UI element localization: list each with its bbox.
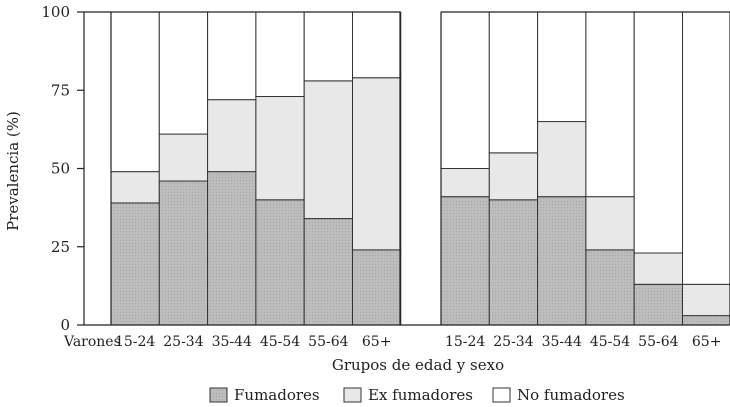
bar-segment-ex-fumadores	[682, 283, 730, 317]
bar-segment-fumadores	[633, 283, 684, 326]
bar-segment-fumadores	[440, 196, 490, 326]
bar-segment-no-fumadores	[352, 11, 402, 79]
bar-segment-fumadores	[158, 180, 209, 326]
bar-segment-no-fumadores	[585, 11, 635, 198]
x-tick-label: 55-64	[308, 334, 348, 350]
legend-swatch	[492, 387, 511, 403]
legend-label: Fumadores	[234, 386, 320, 404]
y-axis-label: Prevalencia (%)	[4, 111, 22, 231]
bar-segment-ex-fumadores	[158, 133, 209, 182]
bar-segment-fumadores	[207, 171, 257, 326]
x-tick-label: 25-34	[163, 334, 203, 350]
y-tick-label: 50	[51, 160, 70, 178]
bars	[110, 11, 730, 326]
bar-segment-fumadores	[488, 199, 539, 326]
legend-label: No fumadores	[517, 386, 625, 404]
bar-segment-fumadores	[682, 315, 730, 326]
y-tick-label: 100	[41, 3, 70, 21]
bar-segment-ex-fumadores	[255, 96, 305, 201]
legend-item-no-fumadores: No fumadores	[492, 386, 625, 404]
bar-segment-fumadores	[352, 249, 402, 326]
bar-segment-no-fumadores	[158, 11, 209, 135]
x-tick-label: 35-44	[542, 334, 582, 350]
x-tick-label: 15-24	[115, 334, 155, 350]
x-tick-label: 35-44	[212, 334, 252, 350]
group-label-varones: Varones	[63, 334, 121, 350]
bar-segment-ex-fumadores	[440, 168, 490, 198]
legend-swatch	[343, 387, 362, 403]
x-tick-label: 15-24	[445, 334, 485, 350]
bar-segment-ex-fumadores	[207, 99, 257, 173]
bar-segment-fumadores	[585, 249, 635, 326]
bar-segment-no-fumadores	[537, 11, 587, 123]
legend-item-fumadores: Fumadores	[209, 386, 320, 404]
bar-segment-no-fumadores	[303, 11, 354, 82]
bar-segment-no-fumadores	[488, 11, 539, 154]
legend-swatch	[209, 387, 228, 403]
plot-panels	[84, 11, 730, 326]
legend-label: Ex fumadores	[368, 386, 473, 404]
bar-segment-ex-fumadores	[633, 252, 684, 285]
x-tick-label: 25-34	[493, 334, 533, 350]
bar-segment-no-fumadores	[110, 11, 160, 173]
bar-segment-ex-fumadores	[303, 80, 354, 220]
bar-segment-no-fumadores	[682, 11, 730, 285]
x-tick-labels: 15-24 25-34 35-44 45-54 55-64 65+ 15-24 25-34 35…	[115, 334, 721, 350]
bar-segment-ex-fumadores	[488, 152, 539, 201]
x-tick-label: 65+	[362, 334, 392, 350]
bar-segment-ex-fumadores	[352, 77, 402, 251]
bar-segment-ex-fumadores	[537, 121, 587, 198]
bar-segment-fumadores	[303, 218, 354, 326]
bar-segment-no-fumadores	[255, 11, 305, 98]
y-tick-label: 25	[51, 238, 70, 256]
y-tick-label: 75	[51, 81, 70, 99]
bar-segment-no-fumadores	[207, 11, 257, 101]
legend-item-ex-fumadores: Ex fumadores	[343, 386, 473, 404]
bar-segment-fumadores	[255, 199, 305, 326]
bar-segment-no-fumadores	[633, 11, 684, 254]
bar-segment-fumadores	[537, 196, 587, 326]
bar-segment-no-fumadores	[440, 11, 490, 169]
legend: Fumadores Ex fumadores No fumadores	[209, 386, 625, 404]
y-axis: 0 25 50 75 100	[41, 3, 85, 334]
x-tick-label: 65+	[692, 334, 722, 350]
x-tick-label: 45-54	[260, 334, 300, 350]
bar-segment-ex-fumadores	[110, 171, 160, 204]
x-tick-label: 55-64	[638, 334, 678, 350]
bar-segment-ex-fumadores	[585, 196, 635, 251]
bar-segment-fumadores	[110, 202, 160, 326]
x-axis-label: Grupos de edad y sexo	[332, 356, 504, 374]
y-tick-label: 0	[60, 316, 70, 334]
x-tick-label: 45-54	[590, 334, 630, 350]
